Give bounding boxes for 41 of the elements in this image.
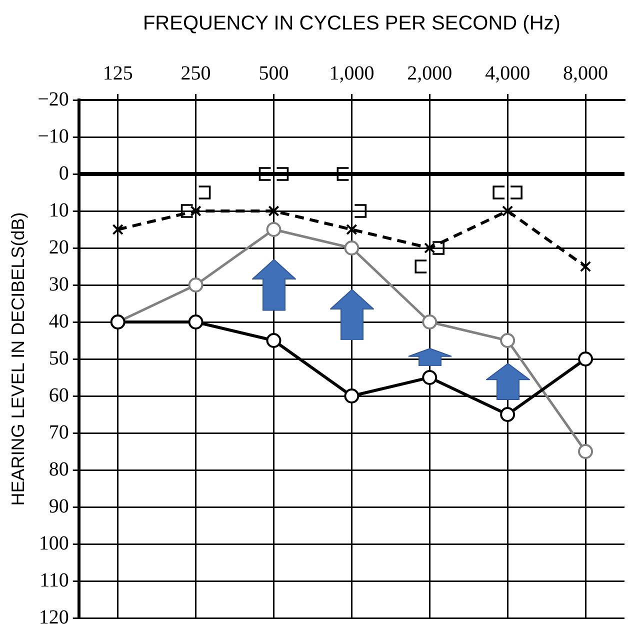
y-axis-title: HEARING LEVEL IN DECIBELS(dB)	[8, 212, 28, 506]
y-tick-label: 70	[48, 421, 69, 444]
point	[346, 224, 358, 236]
point	[578, 444, 594, 459]
y-tick-label: 40	[48, 310, 69, 332]
x-tick-label: 2,000	[407, 62, 452, 84]
y-tick-label: 120	[38, 606, 69, 628]
x-tick-label: 4,000	[485, 62, 530, 84]
point	[580, 260, 592, 272]
point	[500, 333, 516, 348]
point	[188, 314, 204, 330]
x-tick-label: 250	[180, 62, 211, 84]
y-tick-label: 110	[40, 569, 69, 592]
point	[578, 352, 594, 366]
x-tick-label: 8,000	[563, 62, 608, 84]
y-tick-label: −10	[38, 125, 69, 148]
point	[266, 222, 282, 237]
y-tick-label: −20	[38, 88, 69, 110]
point	[344, 388, 360, 404]
y-tick-label: 50	[48, 347, 69, 370]
point	[500, 407, 516, 422]
point	[112, 224, 124, 236]
x-tick-label: 500	[258, 62, 289, 84]
point	[268, 205, 280, 217]
point	[422, 370, 438, 385]
point	[344, 240, 360, 256]
x-axis-title: FREQUENCY IN CYCLES PER SECOND (Hz)	[142, 12, 560, 35]
y-tick-label: 0	[58, 162, 69, 184]
point	[502, 205, 514, 217]
y-tick-label: 60	[48, 384, 69, 406]
y-tick-label: 10	[48, 199, 69, 222]
y-tick-label: 100	[38, 532, 69, 554]
y-tick-label: 90	[48, 495, 69, 518]
point	[266, 333, 282, 348]
y-tick-label: 30	[48, 273, 69, 296]
y-tick-label: 20	[48, 236, 69, 258]
y-tick-label: 80	[48, 458, 69, 480]
point	[422, 314, 438, 330]
x-tick-label: 1,000	[329, 62, 374, 84]
x-tick-label: 125	[102, 62, 133, 84]
point	[188, 278, 204, 292]
